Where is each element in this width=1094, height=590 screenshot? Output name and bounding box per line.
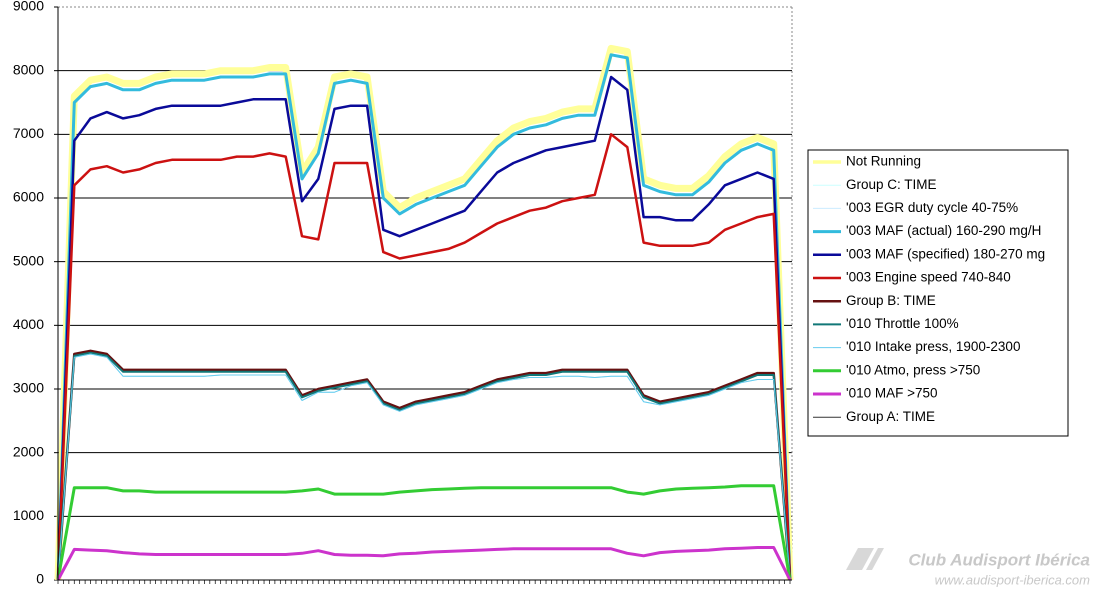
series-line: [57, 353, 791, 581]
series-line: [56, 484, 792, 581]
watermark-logo: [846, 548, 884, 570]
series-line: [57, 351, 791, 581]
legend-label: '010 Intake press, 1900-2300: [846, 339, 1020, 354]
y-tick-label: 7000: [13, 125, 44, 141]
y-tick-label: 9000: [13, 0, 44, 14]
legend-label: Group A: TIME: [846, 409, 935, 424]
y-tick-label: 3000: [13, 380, 44, 396]
legend-label: '003 MAF (specified) 180-270 mg: [846, 246, 1045, 261]
y-tick-label: 2000: [13, 443, 44, 459]
watermark-url: www.audisport-iberica.com: [935, 572, 1091, 587]
legend-label: '003 EGR duty cycle 40-75%: [846, 200, 1018, 215]
legend: Not Running Group C: TIME '003 EGR duty cy…: [813, 154, 1045, 424]
series-line: [56, 75, 792, 581]
y-tick-label: 1000: [13, 507, 44, 523]
y-tick-label: 4000: [13, 316, 44, 332]
series-line: [56, 349, 792, 581]
series-line: [57, 353, 791, 581]
grid: 0 1000 2000 3000 4000 5000 6000 7000 8000 9000: [13, 0, 792, 587]
legend-label: Not Running: [846, 154, 921, 169]
legend-box: [807, 149, 1069, 437]
y-tick-label: 6000: [13, 189, 44, 205]
watermark: Club Audisport Ibérica: [908, 550, 1090, 569]
legend-label: '010 Throttle 100%: [846, 316, 959, 331]
series-line: [56, 133, 792, 581]
legend-label: '010 MAF >750: [846, 386, 938, 401]
legend-label: Group B: TIME: [846, 293, 936, 308]
y-tick-label: 0: [36, 571, 44, 587]
legend-label: '010 Atmo, press >750: [846, 362, 980, 377]
lines: [54, 44, 794, 581]
series-line: [56, 53, 792, 581]
legend-label: '003 MAF (actual) 160-290 mg/H: [846, 223, 1041, 238]
y-tick-label: 5000: [13, 252, 44, 268]
series-line: [57, 353, 791, 581]
legend-label: Group C: TIME: [846, 177, 937, 192]
legend-label: '003 Engine speed 740-840: [846, 270, 1011, 285]
y-tick-label: 8000: [13, 61, 44, 77]
series-line: [54, 44, 794, 581]
x-ticks: [57, 580, 791, 584]
series-line: [56, 546, 792, 581]
